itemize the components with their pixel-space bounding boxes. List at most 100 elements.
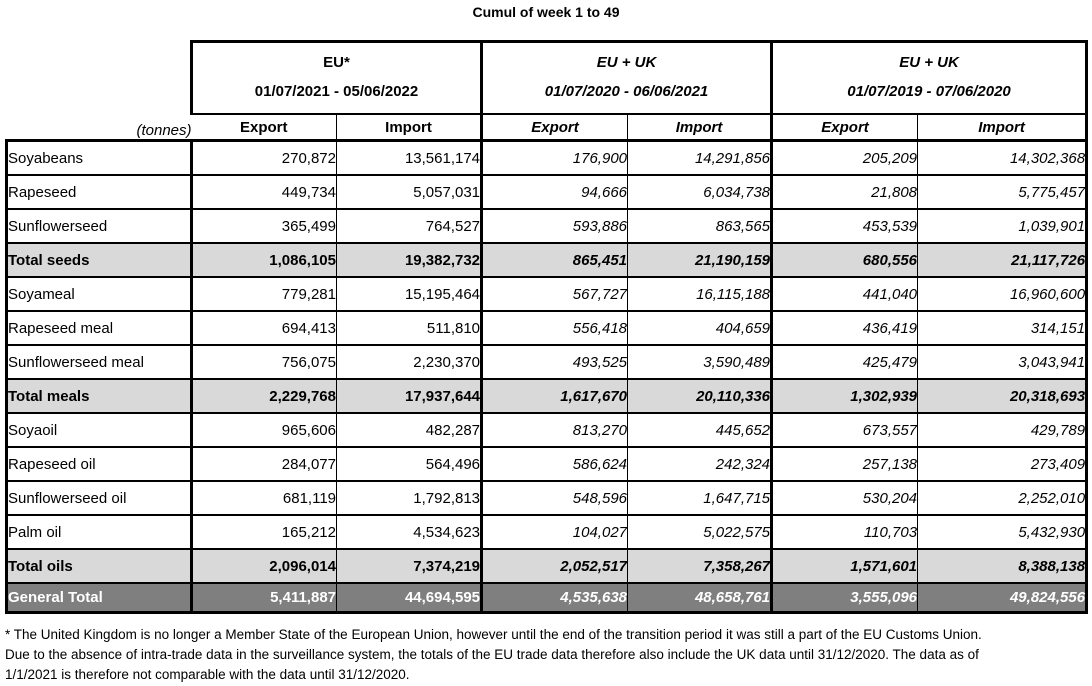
unit-label: (tonnes) (6, 114, 192, 142)
value-cell: 314,151 (917, 310, 1089, 346)
row-label: Total oils (5, 548, 193, 584)
value-cell: 14,291,856 (627, 139, 774, 176)
value-cell: 44,694,595 (336, 582, 484, 614)
value-cell: 425,479 (771, 344, 919, 380)
corner-cell (6, 41, 192, 114)
row-label: Palm oil (5, 514, 193, 550)
group-header-eu-uk-2020: EU + UK 01/07/2020 - 06/06/2021 (480, 40, 774, 115)
value-cell: 445,652 (627, 412, 774, 448)
value-cell: 6,034,738 (627, 174, 774, 210)
value-cell: 48,658,761 (627, 582, 774, 614)
group-name: EU + UK (899, 54, 959, 71)
value-cell: 3,043,941 (917, 344, 1089, 380)
table-row: Sunflowerseed meal 756,075 2,230,370 493,52… (5, 344, 1089, 380)
table-row: Soyabeans 270,872 13,561,174 176,900 14,291,… (5, 139, 1089, 176)
value-cell: 965,606 (191, 412, 337, 448)
value-cell: 1,086,105 (191, 242, 337, 278)
value-cell: 2,229,768 (191, 378, 337, 414)
value-cell: 482,287 (336, 412, 484, 448)
value-cell: 680,556 (771, 242, 919, 278)
value-cell: 176,900 (481, 139, 629, 176)
value-cell: 20,318,693 (917, 378, 1089, 414)
row-label: Rapeseed (5, 174, 193, 210)
footnote-line: * The United Kingdom is no longer a Memb… (5, 627, 982, 642)
value-cell: 17,937,644 (336, 378, 484, 414)
value-cell: 2,052,517 (481, 548, 629, 584)
group-header-eu: EU* 01/07/2021 - 05/06/2022 (189, 40, 484, 115)
value-cell: 165,212 (191, 514, 337, 550)
column-header-row: (tonnes) Export Import Export Import Exp… (6, 113, 1089, 142)
value-cell: 2,252,010 (917, 480, 1089, 516)
col-header-import: Import (336, 113, 484, 142)
value-cell: 7,358,267 (627, 548, 774, 584)
value-cell: 1,039,901 (917, 208, 1089, 244)
value-cell: 257,138 (771, 446, 919, 482)
table-row: Rapeseed meal 694,413 511,810 556,418 404,65… (5, 310, 1089, 346)
value-cell: 564,496 (336, 446, 484, 482)
row-label: Soyaoil (5, 412, 193, 448)
value-cell: 273,409 (917, 446, 1089, 482)
row-label: Sunflowerseed oil (5, 480, 193, 516)
row-label: Total seeds (5, 242, 193, 278)
value-cell: 2,230,370 (336, 344, 484, 380)
table-row: Palm oil 165,212 4,534,623 104,027 5,022,575… (5, 514, 1089, 550)
value-cell: 1,617,670 (481, 378, 629, 414)
value-cell: 49,824,556 (917, 582, 1089, 614)
value-cell: 14,302,368 (917, 139, 1089, 176)
col-header-export: Export (481, 113, 629, 142)
value-cell: 429,789 (917, 412, 1089, 448)
footnote: * The United Kingdom is no longer a Memb… (5, 625, 1089, 685)
value-cell: 5,411,887 (191, 582, 337, 614)
value-cell: 284,077 (191, 446, 337, 482)
row-label: Rapeseed meal (5, 310, 193, 346)
page-title: Cumul of week 1 to 49 (472, 4, 620, 20)
value-cell: 4,535,638 (481, 582, 629, 614)
value-cell: 242,324 (627, 446, 774, 482)
value-cell: 2,096,014 (191, 548, 337, 584)
value-cell: 530,204 (771, 480, 919, 516)
group-header-row: EU* 01/07/2021 - 05/06/2022 EU + UK 01/0… (6, 40, 1089, 115)
value-cell: 1,647,715 (627, 480, 774, 516)
col-header-import: Import (627, 113, 774, 142)
value-cell: 556,418 (481, 310, 629, 346)
col-header-export: Export (191, 113, 337, 142)
group-name: EU* (323, 54, 350, 71)
value-cell: 453,539 (771, 208, 919, 244)
value-cell: 567,727 (481, 276, 629, 312)
group-name: EU + UK (596, 54, 657, 71)
value-cell: 548,596 (481, 480, 629, 516)
value-cell: 94,666 (481, 174, 629, 210)
table-row: Soyaoil 965,606 482,287 813,270 445,652 673,5… (5, 412, 1089, 448)
table-row: Total oils 2,096,014 7,374,219 2,052,517 7,3… (5, 548, 1089, 584)
value-cell: 365,499 (191, 208, 337, 244)
value-cell: 3,555,096 (771, 582, 919, 614)
value-cell: 16,960,600 (917, 276, 1089, 312)
value-cell: 593,886 (481, 208, 629, 244)
value-cell: 449,734 (191, 174, 337, 210)
value-cell: 8,388,138 (917, 548, 1089, 584)
value-cell: 205,209 (771, 139, 919, 176)
row-label: Soyameal (5, 276, 193, 312)
table-row: General Total 5,411,887 44,694,595 4,535,63… (5, 582, 1089, 614)
table-row: Sunflowerseed oil 681,119 1,792,813 548,596… (5, 480, 1089, 516)
row-label: Soyabeans (5, 139, 193, 176)
table-row: Sunflowerseed 365,499 764,527 593,886 863,56… (5, 208, 1089, 244)
value-cell: 673,557 (771, 412, 919, 448)
table-header: EU* 01/07/2021 - 05/06/2022 EU + UK 01/0… (6, 40, 1089, 142)
value-cell: 5,432,930 (917, 514, 1089, 550)
table-row: Total meals 2,229,768 17,937,644 1,617,670 2… (5, 378, 1089, 414)
value-cell: 441,040 (771, 276, 919, 312)
row-label: Sunflowerseed (5, 208, 193, 244)
value-cell: 511,810 (336, 310, 484, 346)
value-cell: 21,117,726 (917, 242, 1089, 278)
value-cell: 21,190,159 (627, 242, 774, 278)
value-cell: 865,451 (481, 242, 629, 278)
value-cell: 779,281 (191, 276, 337, 312)
table-row: Rapeseed 449,734 5,057,031 94,666 6,034,738 2… (5, 174, 1089, 210)
footnote-line: 1/1/2021 is therefore not comparable wit… (5, 667, 410, 682)
value-cell: 110,703 (771, 514, 919, 550)
value-cell: 756,075 (191, 344, 337, 380)
value-cell: 681,119 (191, 480, 337, 516)
footnote-line: Due to the absence of intra-trade data i… (5, 647, 979, 662)
value-cell: 270,872 (191, 139, 337, 176)
